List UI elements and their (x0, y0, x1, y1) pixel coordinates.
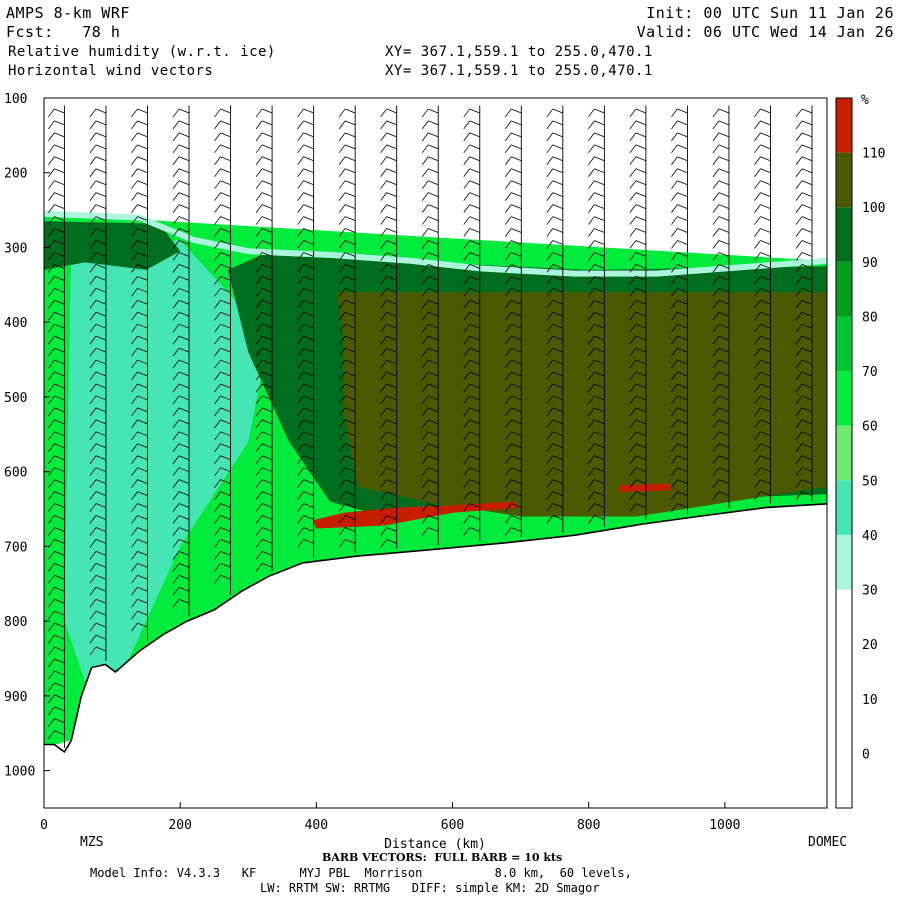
colorbar-level: 10 (862, 693, 878, 708)
x-tick-label: 400 (305, 818, 328, 833)
valid-time: Valid: 06 UTC Wed 14 Jan 26 (636, 23, 894, 41)
barb-column (172, 105, 190, 617)
y-tick-label: 300 (4, 241, 27, 256)
barb-column (795, 105, 813, 501)
x-tick-label: 0 (40, 818, 48, 833)
wind-barbs (48, 105, 813, 748)
left-endpoint-label: MZS (80, 835, 103, 850)
y-tick-label: 1000 (4, 765, 35, 780)
x-axis-label: Distance (km) (384, 837, 486, 852)
barb-column (48, 105, 65, 748)
colorbar-band-8 (836, 534, 852, 590)
barb-column (546, 105, 564, 533)
colorbar-level: 100 (862, 201, 885, 216)
barb-column (297, 105, 315, 558)
rh-region-1 (64, 240, 269, 681)
colorbar-level: 0 (862, 747, 870, 762)
axis-ticks: 100 200 300 400 500 600 700 800 900 1000 0 200 400 60… (4, 92, 741, 833)
colorbar-level: 40 (862, 529, 878, 544)
colorbar-band-9 (836, 589, 852, 808)
barb-column (754, 105, 771, 504)
colorbar-band-4 (836, 316, 852, 372)
y-tick-label: 700 (4, 540, 27, 555)
model-info-line2: LW: RRTM SW: RRTMG DIFF: simple KM: 2D S… (260, 881, 600, 895)
barb-column (671, 105, 688, 514)
barb-column (131, 105, 148, 642)
model-info-line1: Model Info: V4.3.3 KF MYJ PBL Morrison 8… (90, 866, 632, 880)
field-label-wind: Horizontal wind vectors (8, 63, 214, 79)
colorbar-level: 70 (862, 365, 878, 380)
barb-legend: BARB VECTORS: FULL BARB = 10 kts (322, 851, 563, 864)
barb-column (504, 105, 522, 538)
colorbar-level: 80 (862, 310, 878, 325)
terrain-outline (44, 503, 827, 754)
terrain (44, 503, 827, 808)
x-tick-label: 600 (441, 818, 464, 833)
x-tick-label: 1000 (709, 818, 740, 833)
y-tick-label: 600 (4, 466, 27, 481)
colorbar: 0 10 20 30 40 50 60 70 80 90 100 110 (835, 97, 885, 809)
barb-column (629, 105, 647, 520)
colorbar-level: 90 (862, 256, 878, 271)
barb-column (712, 105, 730, 509)
rh-region-5 (312, 501, 521, 529)
right-endpoint-label: DOMEC (808, 835, 847, 850)
y-tick-label: 400 (4, 316, 27, 331)
terrain-fill (44, 503, 827, 808)
colorbar-band-3 (836, 261, 852, 317)
colorbar-level: 110 (862, 147, 885, 162)
colorbar-level: 30 (862, 584, 878, 599)
model-title: AMPS 8-km WRF (6, 4, 130, 22)
rh-region-4 (336, 292, 827, 517)
x-tick-label: 800 (577, 818, 600, 833)
y-tick-label: 200 (4, 167, 27, 182)
rh-region-2 (44, 221, 181, 270)
colorbar-band-0 (836, 98, 852, 153)
colorbar-level: 60 (862, 420, 878, 435)
barb-column (380, 105, 398, 549)
forecast-hour: Fcst: 78 h (6, 23, 121, 41)
barb-column (421, 105, 439, 545)
barb-column (338, 105, 356, 553)
barb-column (588, 105, 605, 527)
colorbar-level: 50 (862, 474, 878, 489)
rh-region-6 (619, 483, 671, 492)
y-tick-label: 500 (4, 391, 27, 406)
colorbar-level: 20 (862, 638, 878, 653)
colorbar-band-6 (836, 425, 852, 481)
xy-range-1: XY= 367.1,559.1 to 255.0,470.1 (385, 44, 653, 60)
colorbar-band-5 (836, 371, 852, 426)
barb-column (89, 105, 107, 662)
colorbar-frame (835, 97, 853, 809)
barb-column (214, 105, 232, 595)
y-tick-label: 900 (4, 690, 27, 705)
colorbar-band-7 (836, 480, 852, 535)
x-tick-label: 200 (168, 818, 191, 833)
colorbar-band-1 (836, 152, 852, 208)
xy-range-2: XY= 367.1,559.1 to 255.0,470.1 (385, 63, 653, 79)
cloud-top-fringe (44, 210, 827, 277)
plot-frame (43, 97, 828, 809)
init-time: Init: 00 UTC Sun 11 Jan 26 (646, 4, 894, 22)
field-label-rh: Relative humidity (w.r.t. ice) (8, 44, 276, 60)
y-tick-label: 100 (4, 92, 27, 107)
y-tick-label: 800 (4, 615, 27, 630)
barb-column (463, 105, 481, 542)
barb-column (255, 105, 273, 572)
colorbar-units: % (861, 93, 869, 108)
colorbar-band-2 (836, 207, 852, 262)
